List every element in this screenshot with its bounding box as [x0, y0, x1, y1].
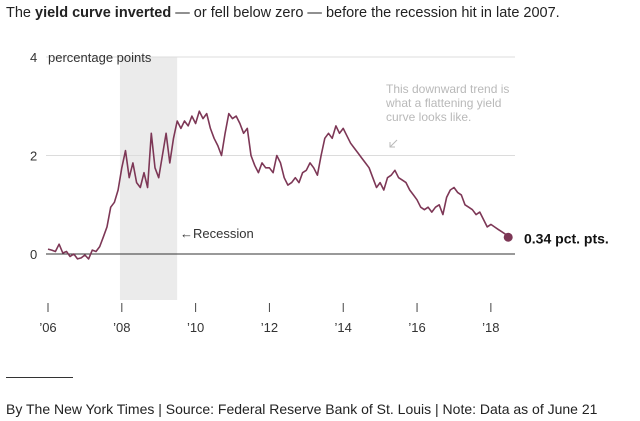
headline-prefix: The [6, 5, 36, 21]
end-point-marker [503, 232, 513, 242]
y-tick-label: 2 [30, 149, 37, 164]
x-tick-label: ’06 [39, 320, 56, 335]
yield-curve-chart: 0 2 4 percentage points ’06 ’08 ’10 ’12 ’14 ’16 ’1… [30, 50, 609, 335]
annotation-line: what a flattening yield [385, 96, 501, 110]
annotation-arrow [389, 139, 398, 148]
footer-divider [6, 377, 73, 378]
end-point-label: 0.34 pct. pts. [524, 230, 609, 246]
source-note: By The New York Times | Source: Federal … [6, 401, 598, 417]
x-tick-label: ’08 [113, 320, 130, 335]
headline-bold: yield curve inverted [35, 5, 172, 21]
x-tick-label: ’16 [408, 320, 425, 335]
headline-suffix: — or fell below zero — before the recess… [171, 5, 560, 21]
annotation-line: This downward trend is [386, 82, 509, 96]
x-tick-label: ’10 [187, 320, 204, 335]
chart-headline: The yield curve inverted — or fell below… [6, 4, 636, 22]
y-tick-label: 4 [30, 50, 37, 65]
y-axis-label: percentage points [48, 50, 152, 65]
yield-spread-line [47, 110, 509, 260]
y-tick-label: 0 [30, 247, 37, 262]
x-tick-label: ’12 [261, 320, 278, 335]
annotation-line: curve looks like. [386, 110, 471, 124]
x-tick-label: ’14 [335, 320, 352, 335]
x-tick-label: ’18 [482, 320, 499, 335]
recession-label: ←Recession [180, 226, 254, 241]
